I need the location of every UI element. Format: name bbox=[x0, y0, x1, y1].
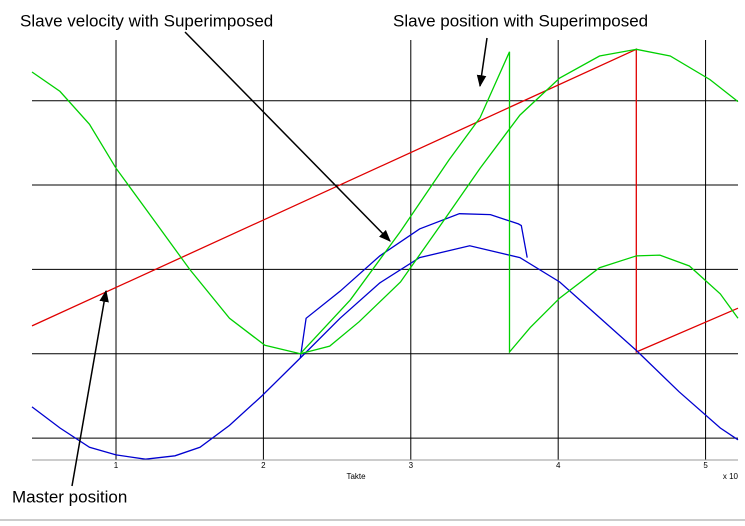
plot-area bbox=[31, 40, 739, 460]
arrow bbox=[184, 31, 391, 242]
x-axis-label: Takte bbox=[346, 472, 366, 481]
x-tick-label: 3 bbox=[409, 461, 414, 470]
arrow bbox=[476, 37, 488, 88]
x-tick-label: 1 bbox=[114, 461, 119, 470]
arrow bbox=[71, 289, 109, 487]
series-line bbox=[299, 51, 739, 355]
x-tick-label: 4 bbox=[556, 461, 561, 470]
series-line bbox=[31, 48, 739, 355]
annotation: Slave velocity with Superimposed bbox=[20, 11, 273, 30]
x-tick-label: 5 bbox=[703, 461, 708, 470]
annotation: Slave position with Superimposed bbox=[393, 11, 648, 30]
x-scale-note: x 10 bbox=[723, 472, 739, 481]
series-line bbox=[31, 245, 739, 460]
x-tick-label: 2 bbox=[261, 461, 266, 470]
series-line bbox=[299, 213, 528, 359]
annotation: Master position bbox=[12, 487, 127, 506]
series-line bbox=[31, 48, 739, 353]
